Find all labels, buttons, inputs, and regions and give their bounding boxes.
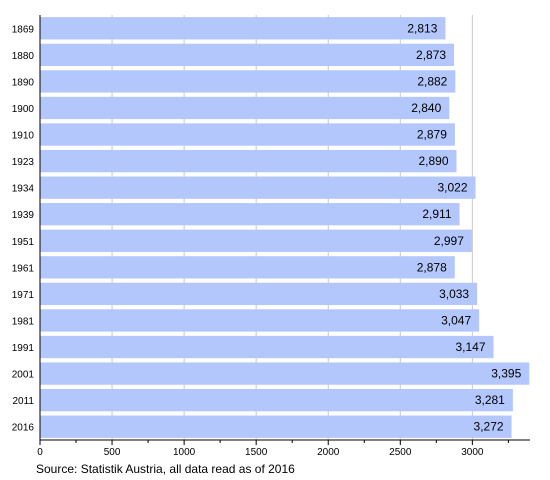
bar-value-label-1951: 2,997 <box>434 234 464 248</box>
category-label-1880: 1880 <box>12 51 35 62</box>
bar-1939 <box>40 203 460 226</box>
bar-value-label-2011: 3,281 <box>475 393 505 407</box>
category-label-1910: 1910 <box>12 131 35 142</box>
category-label-1939: 1939 <box>12 210 35 221</box>
bar-value-label-1923: 2,890 <box>418 154 448 168</box>
x-tick-label-2500: 2500 <box>389 447 412 458</box>
bar-value-label-1900: 2,840 <box>411 101 441 115</box>
bar-1934 <box>40 176 476 199</box>
bar-value-label-1991: 3,147 <box>456 340 486 354</box>
x-tick-label-500: 500 <box>104 447 121 458</box>
category-label-2001: 2001 <box>12 370 35 381</box>
x-tick-label-3000: 3000 <box>461 447 484 458</box>
bar-2011 <box>40 389 513 412</box>
bar-value-label-1890: 2,882 <box>417 74 447 88</box>
category-label-2016: 2016 <box>12 423 35 434</box>
bar-value-label-2016: 3,272 <box>474 420 504 434</box>
category-label-1951: 1951 <box>12 237 35 248</box>
category-label-1890: 1890 <box>12 77 35 88</box>
bar-value-label-2001: 3,395 <box>491 367 521 381</box>
category-label-1869: 1869 <box>12 24 35 35</box>
bar-value-label-1971: 3,033 <box>439 287 469 301</box>
x-tick-label-0: 0 <box>37 447 43 458</box>
category-label-1971: 1971 <box>12 290 35 301</box>
category-label-1981: 1981 <box>12 316 35 327</box>
bar-value-label-1981: 3,047 <box>441 313 471 327</box>
bar-value-label-1934: 3,022 <box>437 181 467 195</box>
bar-1910 <box>40 123 455 146</box>
category-label-1961: 1961 <box>12 263 35 274</box>
bar-value-label-1910: 2,879 <box>417 128 447 142</box>
bar-1900 <box>40 96 450 120</box>
bars: 2,813 2,873 2,882 2,840 2,879 2,890 3,022 2,911… <box>40 17 530 438</box>
bar-value-label-1961: 2,878 <box>417 260 447 274</box>
bar-2016 <box>40 415 512 438</box>
y-axis: 1869 1880 1890 1900 1910 1923 1934 1939 1951 1961… <box>12 15 41 440</box>
bar-1890 <box>40 70 456 93</box>
bar-1951 <box>40 229 472 252</box>
x-tick-label-2000: 2000 <box>317 447 340 458</box>
category-label-1923: 1923 <box>12 157 35 168</box>
bar-1981 <box>40 309 480 332</box>
bar-value-label-1869: 2,813 <box>407 21 437 35</box>
bar-1991 <box>40 335 494 359</box>
bar-value-label-1939: 2,911 <box>422 207 451 221</box>
x-tick-label-1500: 1500 <box>245 447 268 458</box>
source-note: Source: Statistik Austria, all data read… <box>36 462 295 476</box>
bar-1971 <box>40 282 478 306</box>
x-tick-label-1000: 1000 <box>173 447 196 458</box>
category-label-2011: 2011 <box>12 396 34 407</box>
category-label-1900: 1900 <box>12 104 35 115</box>
bar-1869 <box>40 17 446 40</box>
bar-value-label-1880: 2,873 <box>416 48 446 62</box>
bar-1880 <box>40 43 455 66</box>
category-label-1991: 1991 <box>12 343 35 354</box>
bar-1923 <box>40 149 457 173</box>
category-label-1934: 1934 <box>12 184 35 195</box>
x-axis: 0 500 1000 1500 2000 2500 3000 <box>37 439 530 458</box>
bar-2001 <box>40 362 530 385</box>
bar-1961 <box>40 256 455 279</box>
